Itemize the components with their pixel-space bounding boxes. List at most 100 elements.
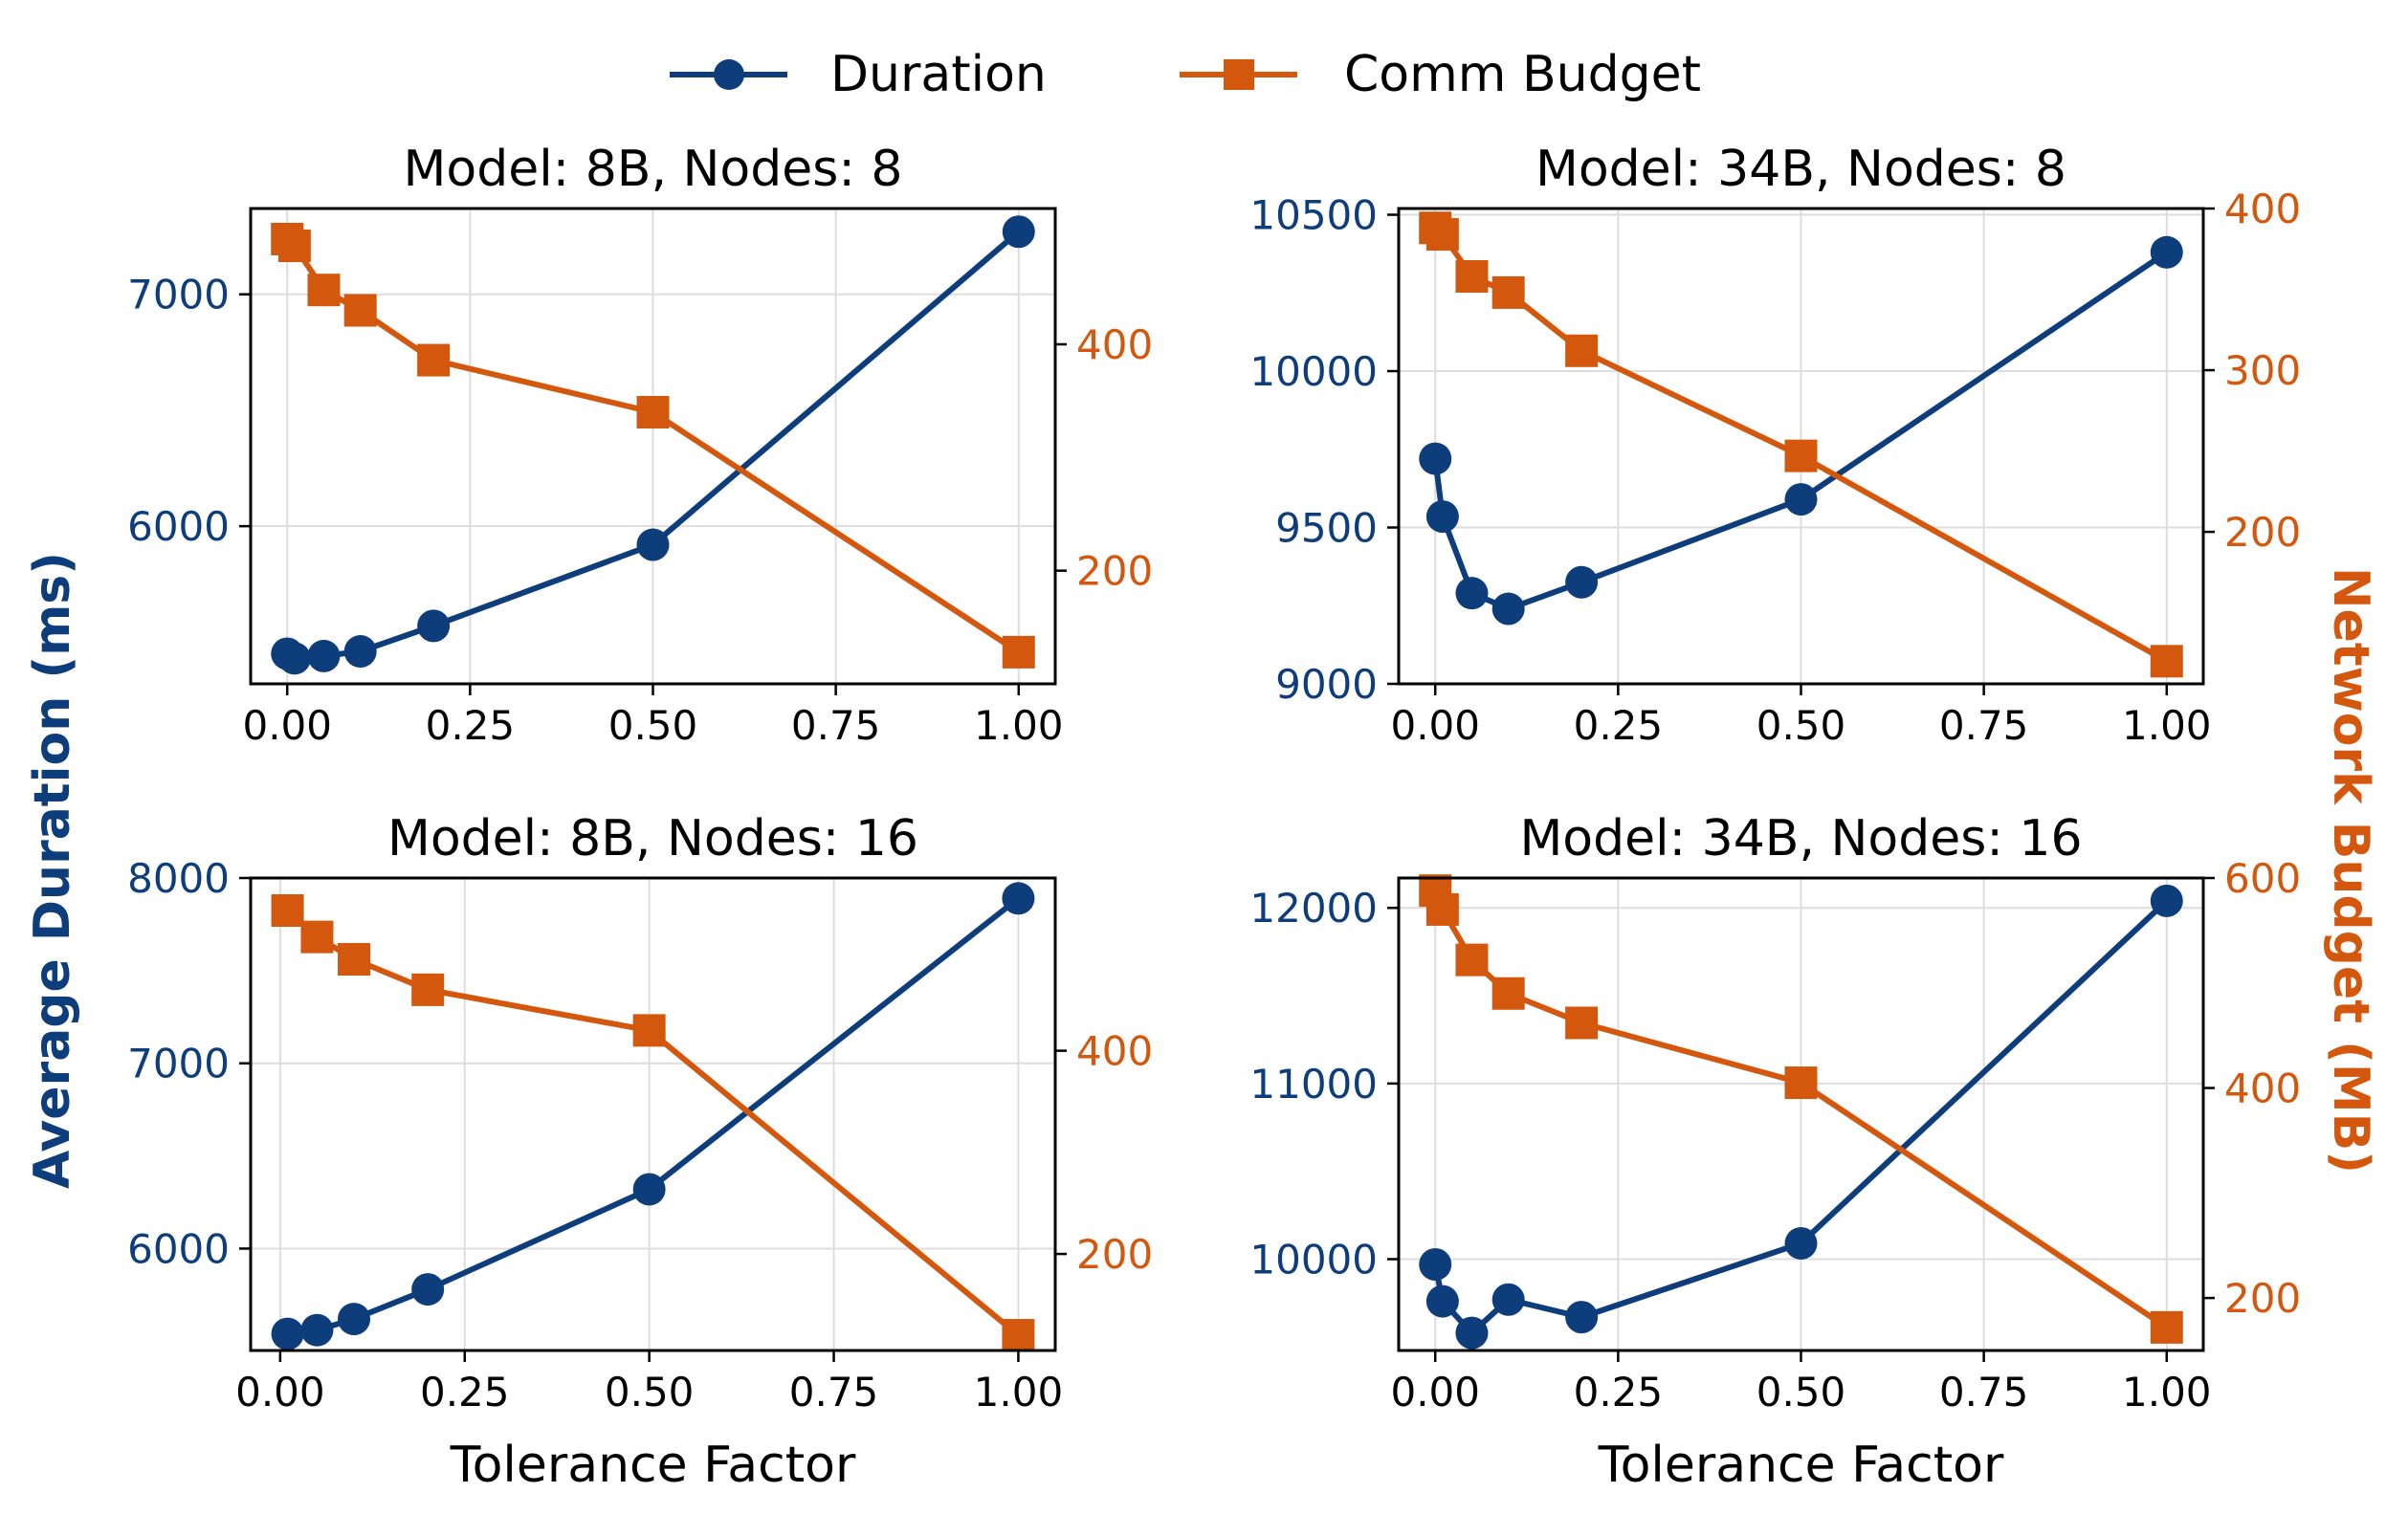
series-duration xyxy=(271,882,1035,1350)
duration-point xyxy=(1455,1316,1489,1350)
budget-point xyxy=(1784,439,1818,472)
budget-point xyxy=(300,920,334,954)
y-left-tick-label: 9000 xyxy=(1275,661,1378,708)
duration-point xyxy=(1425,1284,1459,1318)
panel-title: Model: 34B, Nodes: 16 xyxy=(1519,810,2082,867)
budget-point xyxy=(1455,260,1489,293)
panel-2: 0.00 0.25 0.50 0.75 1.00 9000 9500 10000 10500 20… xyxy=(1249,141,2301,749)
x-tick-label: 0.25 xyxy=(426,702,516,749)
duration-point xyxy=(417,609,451,643)
series-comm-budget xyxy=(271,893,1035,1352)
y-left-tick-label: 10500 xyxy=(1249,192,1378,239)
x-tick-label: 0.00 xyxy=(235,1369,325,1416)
budget-point xyxy=(277,230,311,263)
x-tick-label: 1.00 xyxy=(2122,702,2212,749)
budget-point xyxy=(1565,1006,1599,1040)
grid xyxy=(1399,878,2203,1350)
y-left-tick-label: 7000 xyxy=(127,1041,230,1087)
x-axis-label: Tolerance Factor xyxy=(1598,1437,2004,1494)
x-tick-label: 0.50 xyxy=(1756,1369,1846,1416)
duration-point xyxy=(2150,884,2183,917)
y-right-tick-label: 200 xyxy=(2224,1275,2301,1322)
y-left-tick-label: 11000 xyxy=(1249,1061,1378,1108)
duration-point xyxy=(1491,1283,1525,1316)
budget-point xyxy=(1491,977,1525,1010)
grid xyxy=(251,209,1055,684)
legend-duration-label: Duration xyxy=(830,46,1047,103)
duration-point xyxy=(307,639,341,672)
y-left-tick-label: 8000 xyxy=(127,855,230,902)
panel-frame xyxy=(1397,876,2205,1352)
y-left-tick-label: 6000 xyxy=(127,1225,230,1272)
legend-budget-marker xyxy=(1224,59,1254,90)
y-right-tick-label: 200 xyxy=(1076,548,1153,595)
panel-frame xyxy=(1397,207,2205,686)
y-left-tick-label: 9500 xyxy=(1275,505,1378,552)
budget-point xyxy=(343,294,377,327)
series-duration xyxy=(1419,884,2183,1350)
left-axis-label: Average Duration (ms) xyxy=(24,552,81,1189)
panel-3: 0.00 0.25 0.50 0.75 1.00 6000 7000 8000 200 400 Mo… xyxy=(127,810,1153,1494)
x-tick-label: 1.00 xyxy=(2122,1369,2212,1416)
budget-point xyxy=(1425,892,1459,926)
x-tick-label: 0.00 xyxy=(242,702,332,749)
duration-point xyxy=(1565,565,1599,599)
legend-duration-marker xyxy=(714,59,744,90)
y-right-tick-label: 200 xyxy=(1076,1231,1153,1278)
duration-point xyxy=(300,1313,334,1347)
chart-panels: 0.00 0.25 0.50 0.75 1.00 6000 7000 200 400 Model:… xyxy=(127,141,2301,1494)
x-tick-label: 0.50 xyxy=(605,1369,695,1416)
x-tick-label: 0.25 xyxy=(1574,702,1664,749)
x-tick-label: 1.00 xyxy=(974,1369,1064,1416)
y-left-tick-label: 10000 xyxy=(1249,1237,1378,1284)
x-tick-label: 0.00 xyxy=(1390,1369,1480,1416)
series-duration xyxy=(1419,235,2183,626)
legend-item-duration: Duration xyxy=(670,46,1047,103)
x-tick-label: 0.75 xyxy=(1939,702,2029,749)
panel-frame xyxy=(249,207,1057,686)
y-left-tick-label: 6000 xyxy=(127,503,230,550)
duration-point xyxy=(636,528,670,561)
panel-title: Model: 34B, Nodes: 8 xyxy=(1535,141,2066,198)
duration-point xyxy=(411,1273,445,1306)
duration-point xyxy=(343,635,377,669)
budget-point xyxy=(1455,943,1489,977)
duration-point xyxy=(1419,442,1452,475)
panel-4: 0.00 0.25 0.50 0.75 1.00 10000 11000 12000 200 40… xyxy=(1249,810,2301,1494)
budget-point xyxy=(632,1014,666,1047)
y-right-tick-label: 400 xyxy=(1076,1028,1153,1075)
panel-frame xyxy=(249,876,1057,1352)
x-tick-label: 0.75 xyxy=(791,702,881,749)
right-axis-label: Network Budget (MB) xyxy=(2322,567,2379,1174)
duration-point xyxy=(1002,215,1035,249)
duration-point xyxy=(1784,483,1818,516)
x-tick-label: 1.00 xyxy=(974,702,1064,749)
budget-point xyxy=(2150,645,2183,678)
duration-point xyxy=(1565,1301,1599,1334)
panel-title: Model: 8B, Nodes: 16 xyxy=(387,810,918,867)
duration-point xyxy=(338,1303,371,1336)
budget-point xyxy=(1425,218,1459,252)
budget-point xyxy=(2150,1310,2183,1344)
y-left-tick-label: 12000 xyxy=(1249,885,1378,932)
x-tick-label: 0.00 xyxy=(1390,702,1480,749)
budget-point xyxy=(271,893,304,927)
y-right-tick-label: 200 xyxy=(2224,509,2301,556)
duration-point xyxy=(271,1317,304,1350)
series-comm-budget xyxy=(1419,211,2183,678)
budget-line xyxy=(285,908,1021,1338)
budget-point xyxy=(1002,635,1035,669)
budget-point xyxy=(1002,1319,1035,1352)
x-tick-label: 0.50 xyxy=(608,702,698,749)
duration-point xyxy=(2150,235,2183,269)
series-comm-budget xyxy=(1419,874,2183,1344)
y-right-tick-label: 300 xyxy=(2224,347,2301,394)
series-comm-budget xyxy=(271,222,1035,669)
y-right-tick-label: 400 xyxy=(2224,186,2301,232)
duration-point xyxy=(1425,500,1459,534)
duration-point xyxy=(1491,592,1525,626)
budget-point xyxy=(636,396,670,428)
x-tick-label: 0.25 xyxy=(1574,1369,1664,1416)
x-tick-label: 0.75 xyxy=(1939,1369,2029,1416)
